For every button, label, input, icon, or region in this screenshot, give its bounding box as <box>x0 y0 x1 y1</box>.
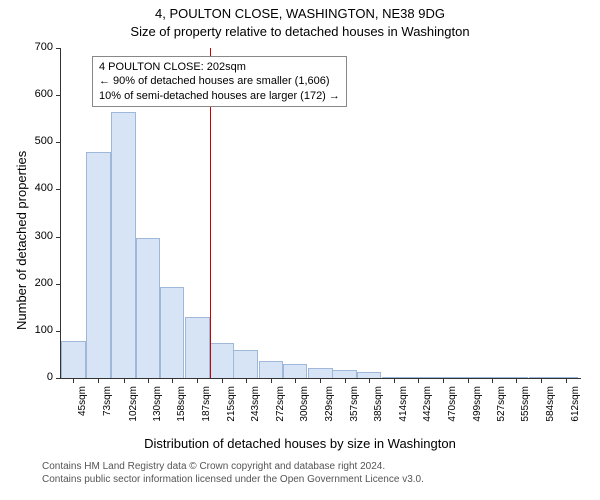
x-tick <box>172 378 173 383</box>
annotation-line: ← 90% of detached houses are smaller (1,… <box>99 74 340 88</box>
y-tick <box>56 189 61 190</box>
y-tick-label: 0 <box>23 371 53 383</box>
y-tick-label: 600 <box>23 88 53 100</box>
credits-line2: Contains public sector information licen… <box>42 473 424 486</box>
x-tick <box>394 378 395 383</box>
x-tick <box>148 378 149 383</box>
x-tick <box>492 378 493 383</box>
bar <box>332 370 357 378</box>
x-tick <box>443 378 444 383</box>
bar <box>308 368 333 378</box>
y-tick <box>56 237 61 238</box>
bar <box>185 317 210 378</box>
bar <box>233 350 258 378</box>
bar <box>283 364 308 378</box>
x-tick <box>369 378 370 383</box>
bar <box>259 361 284 378</box>
chart-subtitle: Size of property relative to detached ho… <box>0 24 600 39</box>
y-tick <box>56 142 61 143</box>
x-tick <box>418 378 419 383</box>
figure-container: 4, POULTON CLOSE, WASHINGTON, NE38 9DG S… <box>0 0 600 500</box>
x-tick <box>295 378 296 383</box>
credits: Contains HM Land Registry data © Crown c… <box>42 460 424 486</box>
x-tick <box>541 378 542 383</box>
y-tick <box>56 48 61 49</box>
x-axis-label: Distribution of detached houses by size … <box>0 436 600 451</box>
x-tick <box>516 378 517 383</box>
x-tick <box>320 378 321 383</box>
annotation-box: 4 POULTON CLOSE: 202sqm← 90% of detached… <box>92 56 347 107</box>
bar <box>86 152 111 378</box>
bar <box>136 238 161 378</box>
annotation-line: 10% of semi-detached houses are larger (… <box>99 89 340 103</box>
x-tick <box>73 378 74 383</box>
annotation-line: 4 POULTON CLOSE: 202sqm <box>99 60 340 74</box>
bar <box>160 287 185 378</box>
x-tick <box>566 378 567 383</box>
x-tick <box>197 378 198 383</box>
x-tick <box>468 378 469 383</box>
x-tick <box>246 378 247 383</box>
y-tick-label: 400 <box>23 182 53 194</box>
y-tick <box>56 331 61 332</box>
y-tick-label: 300 <box>23 230 53 242</box>
y-tick-label: 500 <box>23 135 53 147</box>
chart-title: 4, POULTON CLOSE, WASHINGTON, NE38 9DG <box>0 6 600 21</box>
credits-line1: Contains HM Land Registry data © Crown c… <box>42 460 424 473</box>
y-tick-label: 700 <box>23 41 53 53</box>
bar <box>209 343 234 378</box>
y-tick <box>56 95 61 96</box>
y-tick-label: 200 <box>23 277 53 289</box>
y-tick <box>56 284 61 285</box>
bar <box>111 112 136 378</box>
x-tick <box>222 378 223 383</box>
x-tick <box>124 378 125 383</box>
y-tick <box>56 378 61 379</box>
x-tick <box>345 378 346 383</box>
bar <box>61 341 86 378</box>
y-tick-label: 100 <box>23 324 53 336</box>
x-tick <box>271 378 272 383</box>
x-tick <box>98 378 99 383</box>
